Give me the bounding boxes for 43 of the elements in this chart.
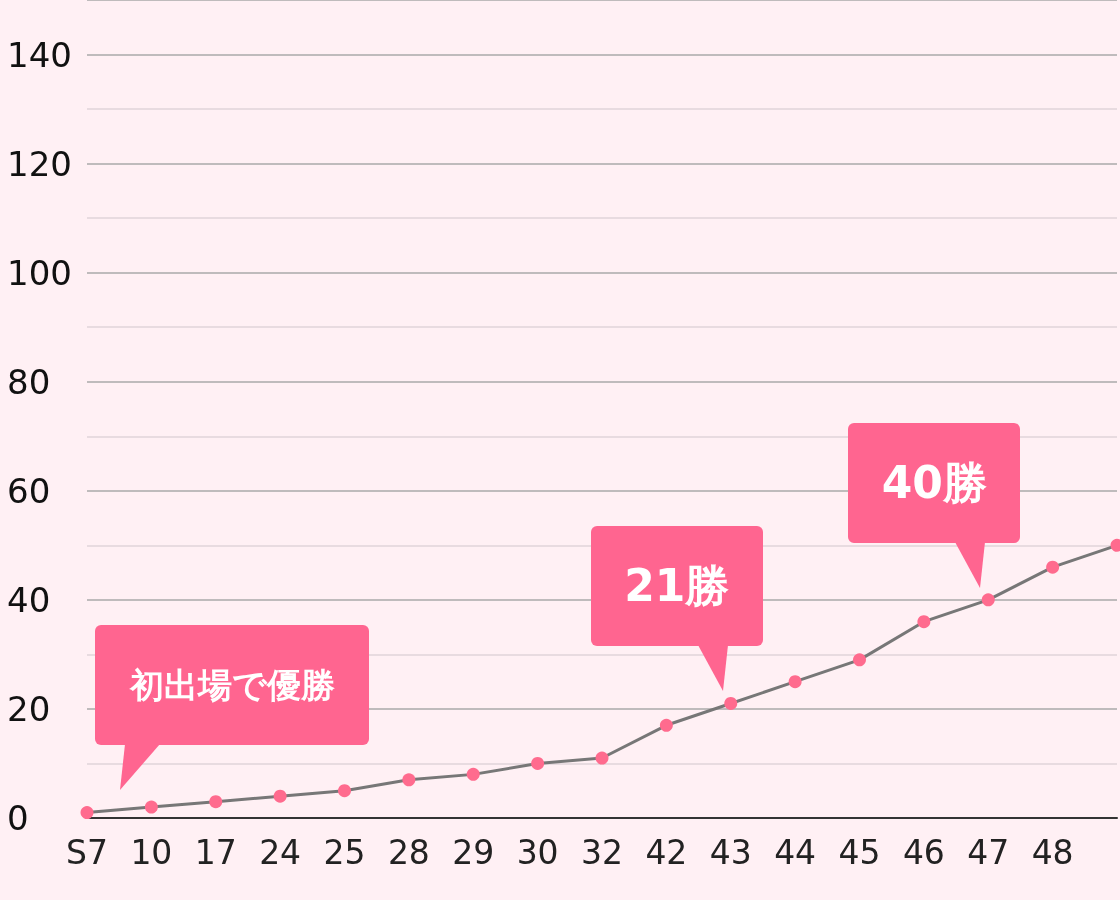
x-tick-label: 45 [838,833,881,872]
x-tick-label: 25 [323,833,366,872]
point [209,795,223,809]
x-tick-label: 24 [259,833,302,872]
y-tick-label: 100 [7,252,72,293]
point [724,696,738,710]
x-tick-label: 28 [387,833,430,872]
point [917,615,931,629]
x-tick-label: 47 [967,833,1010,872]
point [402,773,416,787]
point [659,718,673,732]
point [1046,560,1060,574]
x-tick-label: 44 [774,833,817,872]
x-tick-label: 30 [516,833,559,872]
y-tick-label: 60 [7,470,51,511]
y-tick-label: 40 [7,579,51,620]
point [273,789,287,803]
y-tick-label: 140 [7,34,72,75]
point [595,751,609,765]
point [853,653,866,667]
point [466,767,480,781]
point [788,675,802,689]
x-tick-label: 48 [1031,833,1074,872]
annotation: 21勝 [590,526,763,647]
x-tick-label: 46 [902,833,945,872]
point [531,756,545,770]
x-tick-label: 32 [581,833,623,872]
y-tick-label: 80 [7,361,51,402]
x-tick-label: 43 [709,833,752,872]
point [338,784,351,798]
y-tick-label: 0 [7,798,29,838]
annotation: 初出場で優勝 [95,625,369,745]
x-tick-label: 17 [194,833,237,872]
annotation: 40勝 [848,422,1021,543]
x-tick-label: S7 [66,833,108,872]
y-tick-label: 20 [7,688,51,729]
x-tick-label: 29 [452,833,495,872]
point [80,806,94,820]
x-tick-label: 10 [130,833,173,872]
x-tick-label: 42 [645,833,688,872]
point [144,800,158,814]
point [981,593,995,607]
y-tick-label: 120 [7,143,72,184]
